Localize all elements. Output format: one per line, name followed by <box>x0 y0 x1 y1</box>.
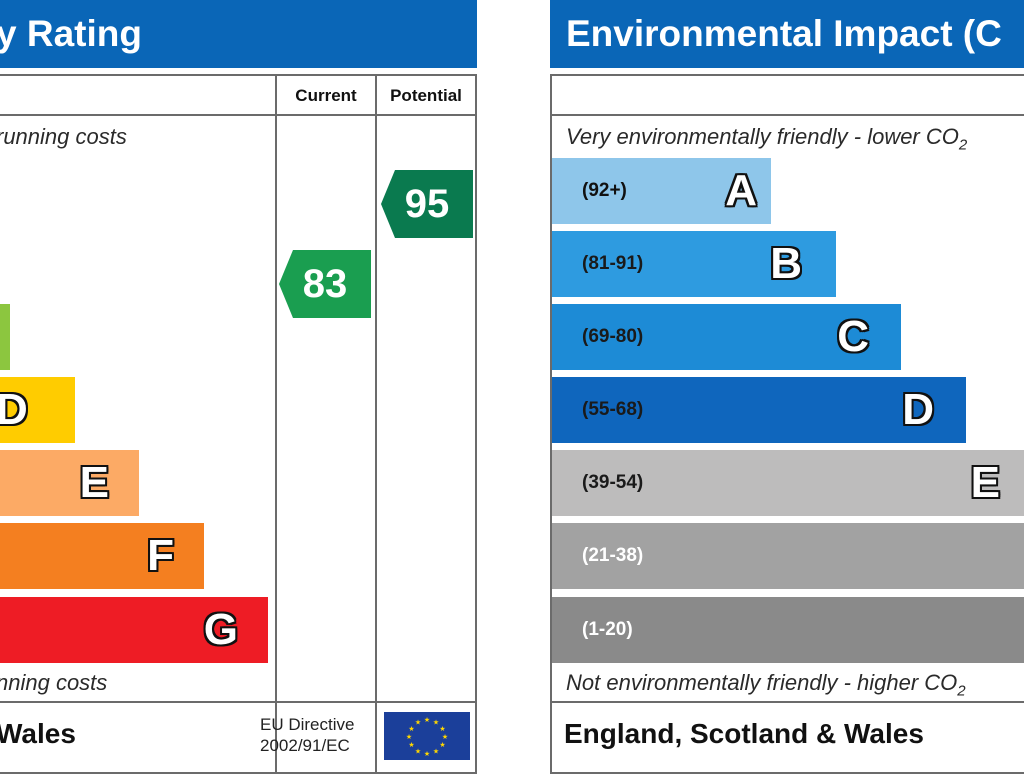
svg-text:★: ★ <box>408 725 414 733</box>
very-friendly-note: Very environmentally friendly - lower CO… <box>566 122 967 160</box>
eu-directive-line1: EU Directive <box>260 715 355 734</box>
lower-running-costs-note: running costs <box>0 124 127 149</box>
higher-running-costs-note: nning costs <box>0 670 108 695</box>
env-band-f-range: (21-38) <box>582 545 644 566</box>
env-band-c: (69-80) C <box>552 304 901 370</box>
env-band-d-letter: D <box>902 385 934 434</box>
env-band-c-range: (69-80) <box>582 326 644 347</box>
energy-footer-region: Wales <box>0 718 76 749</box>
env-band-d-range: (55-68) <box>582 399 644 420</box>
not-friendly-note-text: Not environmentally friendly - higher CO <box>566 670 958 695</box>
energy-band-e-letter: E <box>79 458 109 507</box>
potential-column-divider <box>375 74 377 774</box>
energy-band-e: E <box>0 450 139 516</box>
svg-text:★: ★ <box>415 719 421 727</box>
environmental-impact-title: Environmental Impact (C <box>550 0 1024 68</box>
env-band-g-range: (1-20) <box>582 619 633 640</box>
environmental-footer-region: England, Scotland & Wales <box>564 718 924 749</box>
svg-text:★: ★ <box>442 733 448 741</box>
energy-band-f: F <box>0 523 204 589</box>
svg-text:★: ★ <box>406 733 412 741</box>
env-band-c-letter: C <box>837 312 869 361</box>
env-band-b-letter: B <box>770 239 802 288</box>
env-band-d: (55-68) D <box>552 377 966 443</box>
env-band-e: (39-54) E <box>552 450 1024 516</box>
env-band-e-range: (39-54) <box>582 472 644 493</box>
eu-directive-line2: 2002/91/EC <box>260 736 350 755</box>
svg-text:★: ★ <box>433 748 439 756</box>
energy-band-g: G <box>0 597 268 663</box>
not-friendly-note: Not environmentally friendly - higher CO… <box>566 668 966 706</box>
current-column-header: Current <box>295 86 357 105</box>
env-band-a: (92+) A <box>552 158 771 224</box>
env-band-a-range: (92+) <box>582 180 627 201</box>
svg-text:★: ★ <box>439 741 445 749</box>
env-band-g: (1-20) <box>552 597 1024 663</box>
current-rating-arrow <box>279 250 371 318</box>
env-band-e-letter: E <box>970 458 1000 507</box>
very-friendly-note-sub: 2 <box>958 136 968 154</box>
svg-text:★: ★ <box>424 750 430 758</box>
footer-divider <box>0 701 477 703</box>
energy-band-d: D <box>0 377 75 443</box>
eu-flag-icon: ★ ★ ★ ★ ★ ★ ★ ★ ★ ★ ★ ★ <box>384 712 470 760</box>
energy-band-c <box>0 304 10 370</box>
svg-text:★: ★ <box>415 748 421 756</box>
env-band-f: (21-38) <box>552 523 1024 589</box>
very-friendly-note-text: Very environmentally friendly - lower CO <box>566 124 959 149</box>
energy-band-g-letter: G <box>203 605 238 654</box>
current-column-divider <box>275 74 277 774</box>
not-friendly-note-sub: 2 <box>957 682 966 700</box>
potential-rating-value: 95 <box>404 182 450 226</box>
energy-band-d-letter: D <box>0 385 28 434</box>
potential-rating-arrow <box>381 170 473 238</box>
header-divider <box>0 114 477 116</box>
svg-text:★: ★ <box>424 716 430 724</box>
env-footer-divider <box>550 701 1024 703</box>
energy-rating-title: y Rating <box>0 0 477 68</box>
eu-directive-text: EU Directive 2002/91/EC <box>260 714 380 756</box>
env-header-divider <box>550 114 1024 116</box>
energy-band-f-letter: F <box>147 531 174 580</box>
env-band-b: (81-91) B <box>552 231 836 297</box>
svg-text:★: ★ <box>408 741 414 749</box>
potential-column-header: Potential <box>390 86 462 105</box>
svg-text:★: ★ <box>439 725 445 733</box>
env-band-a-letter: A <box>725 166 757 215</box>
svg-text:★: ★ <box>433 719 439 727</box>
env-band-b-range: (81-91) <box>582 253 644 274</box>
current-rating-value: 83 <box>302 262 348 306</box>
